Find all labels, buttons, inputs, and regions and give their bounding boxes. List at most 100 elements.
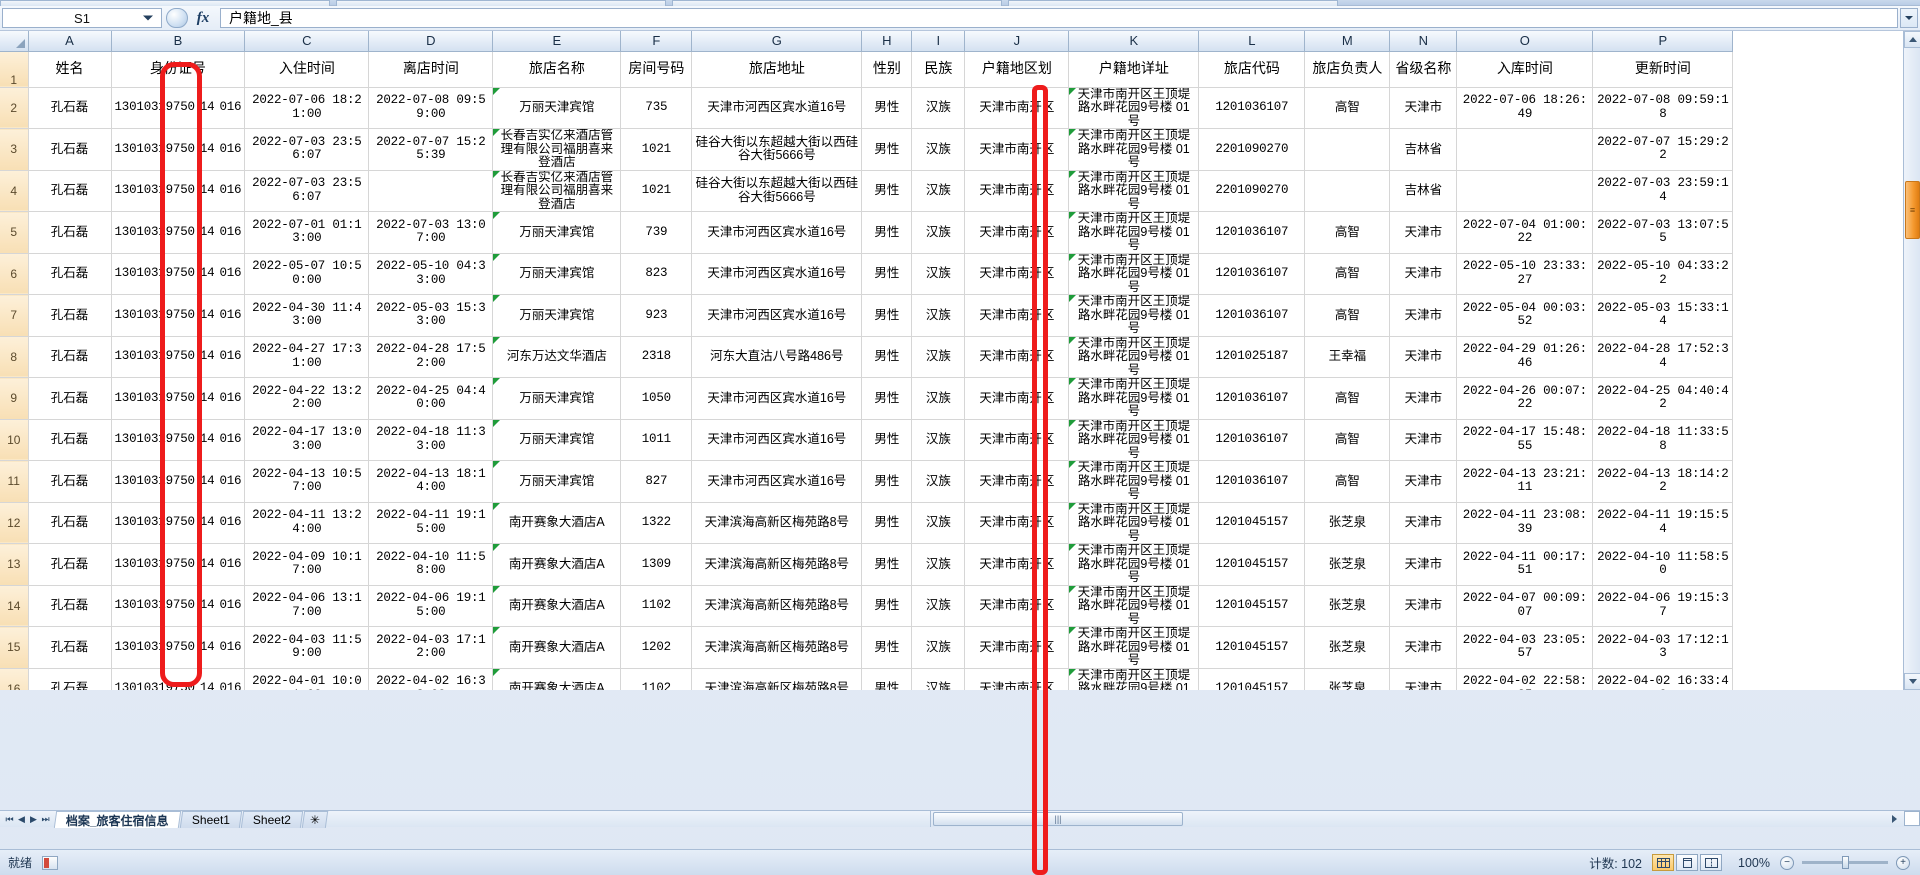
cell-gender[interactable]: 男性 xyxy=(861,128,913,171)
column-header-F[interactable]: F xyxy=(620,31,693,52)
expand-formula-bar-button[interactable] xyxy=(1900,8,1918,28)
header-cell-gender[interactable]: 性别 xyxy=(861,51,913,88)
cell-hotel-name[interactable]: 万丽天津宾馆 xyxy=(492,377,622,420)
next-sheet-icon[interactable]: ▶ xyxy=(30,813,37,824)
view-page-break-button[interactable] xyxy=(1700,854,1722,871)
column-header-H[interactable]: H xyxy=(861,31,913,52)
cell-import-time[interactable]: 2022-04-13 23:21:11 xyxy=(1456,460,1594,503)
header-cell-household-region[interactable]: 户籍地区划 xyxy=(964,51,1070,88)
zoom-out-button[interactable]: − xyxy=(1780,855,1794,870)
cell-hotel-name[interactable]: 南开赛象大酒店A xyxy=(492,502,622,544)
sheet-tab-sheet2[interactable]: Sheet2 xyxy=(240,810,303,828)
cell-room-number[interactable]: 739 xyxy=(620,211,693,254)
cell-checkin-time[interactable]: 2022-04-03 11:59:00 xyxy=(244,626,370,669)
scroll-right-button[interactable] xyxy=(1886,811,1903,826)
cell-gender[interactable]: 男性 xyxy=(861,87,913,129)
cell-hotel-code[interactable]: 2201090270 xyxy=(1198,128,1306,171)
cell-update-time[interactable]: 2022-07-07 15:29:22 xyxy=(1592,128,1734,171)
cell-household-address[interactable]: 天津市南开区王顶堤路水畔花园9号楼 01号 xyxy=(1068,170,1200,212)
cell-name[interactable]: 孔石磊 xyxy=(28,502,112,544)
chevron-down-icon[interactable] xyxy=(143,15,153,21)
row-header-16[interactable]: 16 xyxy=(0,668,29,690)
cell-household-address[interactable]: 天津市南开区王顶堤路水畔花园9号楼 01号 xyxy=(1068,336,1200,378)
cell-id-number[interactable]: 13010319750 14 016 xyxy=(111,585,246,627)
cell-hotel-manager[interactable]: 高智 xyxy=(1304,294,1391,337)
cell-hotel-manager[interactable]: 高智 xyxy=(1304,377,1391,420)
column-header-E[interactable]: E xyxy=(492,31,622,52)
cell-id-number[interactable]: 13010319750 14 016 xyxy=(111,543,246,586)
cell-household-region[interactable]: 天津市南开区 xyxy=(964,294,1070,337)
zoom-track[interactable] xyxy=(1802,856,1888,869)
cell-import-time[interactable] xyxy=(1456,128,1594,171)
cell-checkout-time[interactable]: 2022-04-28 17:52:00 xyxy=(368,336,494,378)
cell-room-number[interactable]: 827 xyxy=(620,460,693,503)
table-row[interactable]: 9 孔石磊 13010319750 14 016 2022-04-22 13:22:00 2… xyxy=(0,377,1734,420)
sheet-tab-active[interactable]: 档案_旅客住宿信息 xyxy=(53,810,181,828)
name-box[interactable]: S1 xyxy=(2,8,162,28)
cell-ethnicity[interactable]: 汉族 xyxy=(911,170,966,212)
cell-checkin-time[interactable]: 2022-05-07 10:50:00 xyxy=(244,253,370,295)
cell-import-time[interactable]: 2022-04-11 23:08:39 xyxy=(1456,502,1594,544)
table-row[interactable]: 11 孔石磊 13010319750 14 016 2022-04-13 10:57:00… xyxy=(0,460,1734,503)
cell-update-time[interactable]: 2022-04-02 16:33:40 xyxy=(1592,668,1734,690)
cell-household-address[interactable]: 天津市南开区王顶堤路水畔花园9号楼 01号 xyxy=(1068,460,1200,503)
cell-hotel-code[interactable]: 1201045157 xyxy=(1198,585,1306,627)
column-header-G[interactable]: G xyxy=(691,31,863,52)
cell-hotel-code[interactable]: 1201036107 xyxy=(1198,253,1306,295)
cell-household-region[interactable]: 天津市南开区 xyxy=(964,626,1070,669)
cell-ethnicity[interactable]: 汉族 xyxy=(911,336,966,378)
cell-hotel-code[interactable]: 1201036107 xyxy=(1198,419,1306,461)
cell-name[interactable]: 孔石磊 xyxy=(28,668,112,690)
chrome-tab-2[interactable] xyxy=(336,0,666,6)
cell-id-number[interactable]: 13010319750 14 016 xyxy=(111,211,246,254)
cell-hotel-name[interactable]: 万丽天津宾馆 xyxy=(492,419,622,461)
table-row[interactable]: 5 孔石磊 13010319750 14 016 2022-07-01 01:13:00 2… xyxy=(0,211,1734,254)
cell-checkin-time[interactable]: 2022-07-03 23:56:07 xyxy=(244,128,370,171)
cell-hotel-address[interactable]: 天津滨海高新区梅苑路8号 xyxy=(691,668,863,690)
cell-ethnicity[interactable]: 汉族 xyxy=(911,128,966,171)
cell-checkout-time[interactable]: 2022-04-18 11:33:00 xyxy=(368,419,494,461)
cell-update-time[interactable]: 2022-07-03 13:07:55 xyxy=(1592,211,1734,254)
cell-hotel-manager[interactable] xyxy=(1304,170,1391,212)
cell-hotel-code[interactable]: 2201090270 xyxy=(1198,170,1306,212)
cell-checkout-time[interactable]: 2022-07-07 15:25:39 xyxy=(368,128,494,171)
horizontal-scrollbar[interactable]: ||| xyxy=(930,810,1920,827)
fx-icon[interactable]: fx xyxy=(196,9,210,26)
cell-checkin-time[interactable]: 2022-07-06 18:21:00 xyxy=(244,87,370,129)
cell-gender[interactable]: 男性 xyxy=(861,543,913,586)
cell-province-name[interactable]: 吉林省 xyxy=(1389,170,1458,212)
cell-name[interactable]: 孔石磊 xyxy=(28,294,112,337)
header-cell-hotel-manager[interactable]: 旅店负责人 xyxy=(1304,51,1391,88)
cell-checkin-time[interactable]: 2022-04-17 13:03:00 xyxy=(244,419,370,461)
table-row[interactable]: 15 孔石磊 13010319750 14 016 2022-04-03 11:59:00… xyxy=(0,626,1734,669)
cell-household-region[interactable]: 天津市南开区 xyxy=(964,253,1070,295)
cell-checkin-time[interactable]: 2022-04-27 17:31:00 xyxy=(244,336,370,378)
cell-checkin-time[interactable]: 2022-07-03 23:56:07 xyxy=(244,170,370,212)
cell-hotel-manager[interactable]: 张芝泉 xyxy=(1304,668,1391,690)
cell-province-name[interactable]: 天津市 xyxy=(1389,460,1458,503)
cell-ethnicity[interactable]: 汉族 xyxy=(911,211,966,254)
column-header-M[interactable]: M xyxy=(1304,31,1391,52)
cell-id-number[interactable]: 13010319750 14 016 xyxy=(111,377,246,420)
cell-gender[interactable]: 男性 xyxy=(861,419,913,461)
table-row[interactable]: 7 孔石磊 13010319750 14 016 2022-04-30 11:43:00 2… xyxy=(0,294,1734,337)
cell-import-time[interactable]: 2022-05-10 23:33:27 xyxy=(1456,253,1594,295)
column-header-D[interactable]: D xyxy=(368,31,494,52)
cell-hotel-code[interactable]: 1201045157 xyxy=(1198,626,1306,669)
cell-import-time[interactable]: 2022-04-03 23:05:57 xyxy=(1456,626,1594,669)
horizontal-scroll-thumb[interactable]: ||| xyxy=(933,812,1183,826)
cell-household-region[interactable]: 天津市南开区 xyxy=(964,377,1070,420)
cell-gender[interactable]: 男性 xyxy=(861,668,913,690)
cell-hotel-address[interactable]: 天津市河西区宾水道16号 xyxy=(691,253,863,295)
cell-ethnicity[interactable]: 汉族 xyxy=(911,294,966,337)
cell-hotel-address[interactable]: 天津滨海高新区梅苑路8号 xyxy=(691,543,863,586)
cell-update-time[interactable]: 2022-04-13 18:14:22 xyxy=(1592,460,1734,503)
column-header-L[interactable]: L xyxy=(1198,31,1306,52)
header-cell-id-number[interactable]: 身份证号 xyxy=(111,51,246,88)
cell-hotel-code[interactable]: 1201036107 xyxy=(1198,377,1306,420)
cell-hotel-address[interactable]: 天津市河西区宾水道16号 xyxy=(691,460,863,503)
cell-import-time[interactable]: 2022-07-06 18:26:49 xyxy=(1456,87,1594,129)
cell-id-number[interactable]: 13010319750 14 016 xyxy=(111,87,246,129)
cell-checkout-time[interactable]: 2022-04-03 17:12:00 xyxy=(368,626,494,669)
